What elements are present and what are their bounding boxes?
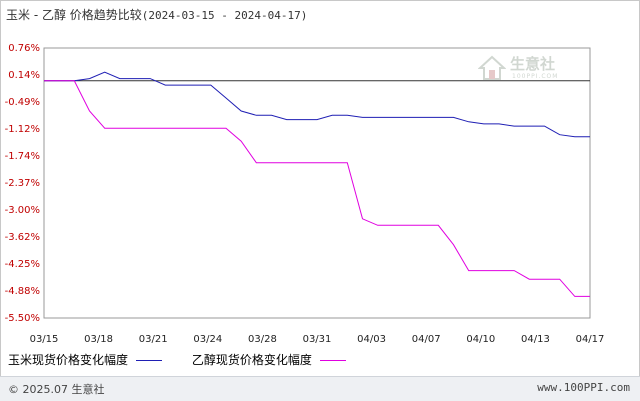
- footer: © 2025.07 生意社 www.100PPI.com: [0, 376, 640, 401]
- x-tick-label: 04/10: [466, 334, 495, 345]
- site-link[interactable]: www.100PPI.com: [537, 381, 630, 394]
- x-axis-labels: 03/15 03/18 03/21 03/24 03/28 03/31 04/03 04/07…: [30, 334, 605, 345]
- series-line-1: [44, 80, 590, 297]
- watermark-logo: 生意社 100PPI.COM: [477, 55, 557, 85]
- copyright: © 2025.07 生意社: [8, 383, 105, 396]
- axes: [43, 47, 591, 319]
- chart-title: 玉米 - 乙醇 价格趋势比较(2024-03-15 - 2024-04-17): [6, 6, 307, 23]
- x-tick-label: 04/17: [576, 334, 605, 345]
- y-tick-label: 0.14%: [8, 70, 40, 81]
- y-tick-label: -5.50%: [5, 313, 40, 324]
- y-tick-label: -3.00%: [5, 205, 40, 216]
- x-tick-label: 04/03: [357, 334, 386, 345]
- series-line-0: [44, 71, 590, 138]
- series-layer: [44, 71, 590, 297]
- y-tick-label: -3.62%: [5, 232, 40, 243]
- y-tick-label: 0.76%: [8, 43, 40, 54]
- date-range: (2024-03-15 - 2024-04-17): [141, 9, 308, 22]
- y-tick-label: -2.37%: [5, 178, 40, 189]
- x-tick-label: 03/15: [30, 334, 59, 345]
- x-tick-label: 03/21: [139, 334, 168, 345]
- house-icon: [477, 55, 507, 80]
- legend-swatch-corn: [136, 360, 163, 361]
- legend-swatch-ethanol: [319, 360, 346, 361]
- legend-label-corn: 玉米现货价格变化幅度: [8, 353, 129, 367]
- watermark-sub: 100PPI.COM: [512, 73, 559, 80]
- legend-item-corn: 玉米现货价格变化幅度: [8, 351, 163, 368]
- y-tick-label: -1.74%: [5, 151, 40, 162]
- y-tick-label: -4.88%: [5, 286, 40, 297]
- y-tick-label: -0.49%: [5, 97, 40, 108]
- x-tick-label: 04/07: [412, 334, 441, 345]
- x-tick-label: 03/31: [303, 334, 332, 345]
- y-tick-label: -4.25%: [5, 259, 40, 270]
- legend: 玉米现货价格变化幅度 乙醇现货价格变化幅度: [8, 351, 372, 368]
- title-text: 玉米 - 乙醇 价格趋势比较: [6, 8, 142, 22]
- x-tick-label: 03/28: [248, 334, 277, 345]
- x-tick-label: 04/13: [521, 334, 550, 345]
- y-axis-labels: 0.76% 0.14% -0.49% -1.12% -1.74% -2.37% -3.00%…: [5, 43, 40, 324]
- x-tick-label: 03/18: [84, 334, 113, 345]
- legend-item-ethanol: 乙醇现货价格变化幅度: [192, 351, 346, 368]
- legend-label-ethanol: 乙醇现货价格变化幅度: [191, 353, 312, 367]
- y-tick-label: -1.12%: [5, 124, 40, 135]
- watermark-brand: 生意社: [510, 55, 556, 73]
- x-tick-label: 03/24: [193, 334, 222, 345]
- plot-area: [43, 47, 591, 319]
